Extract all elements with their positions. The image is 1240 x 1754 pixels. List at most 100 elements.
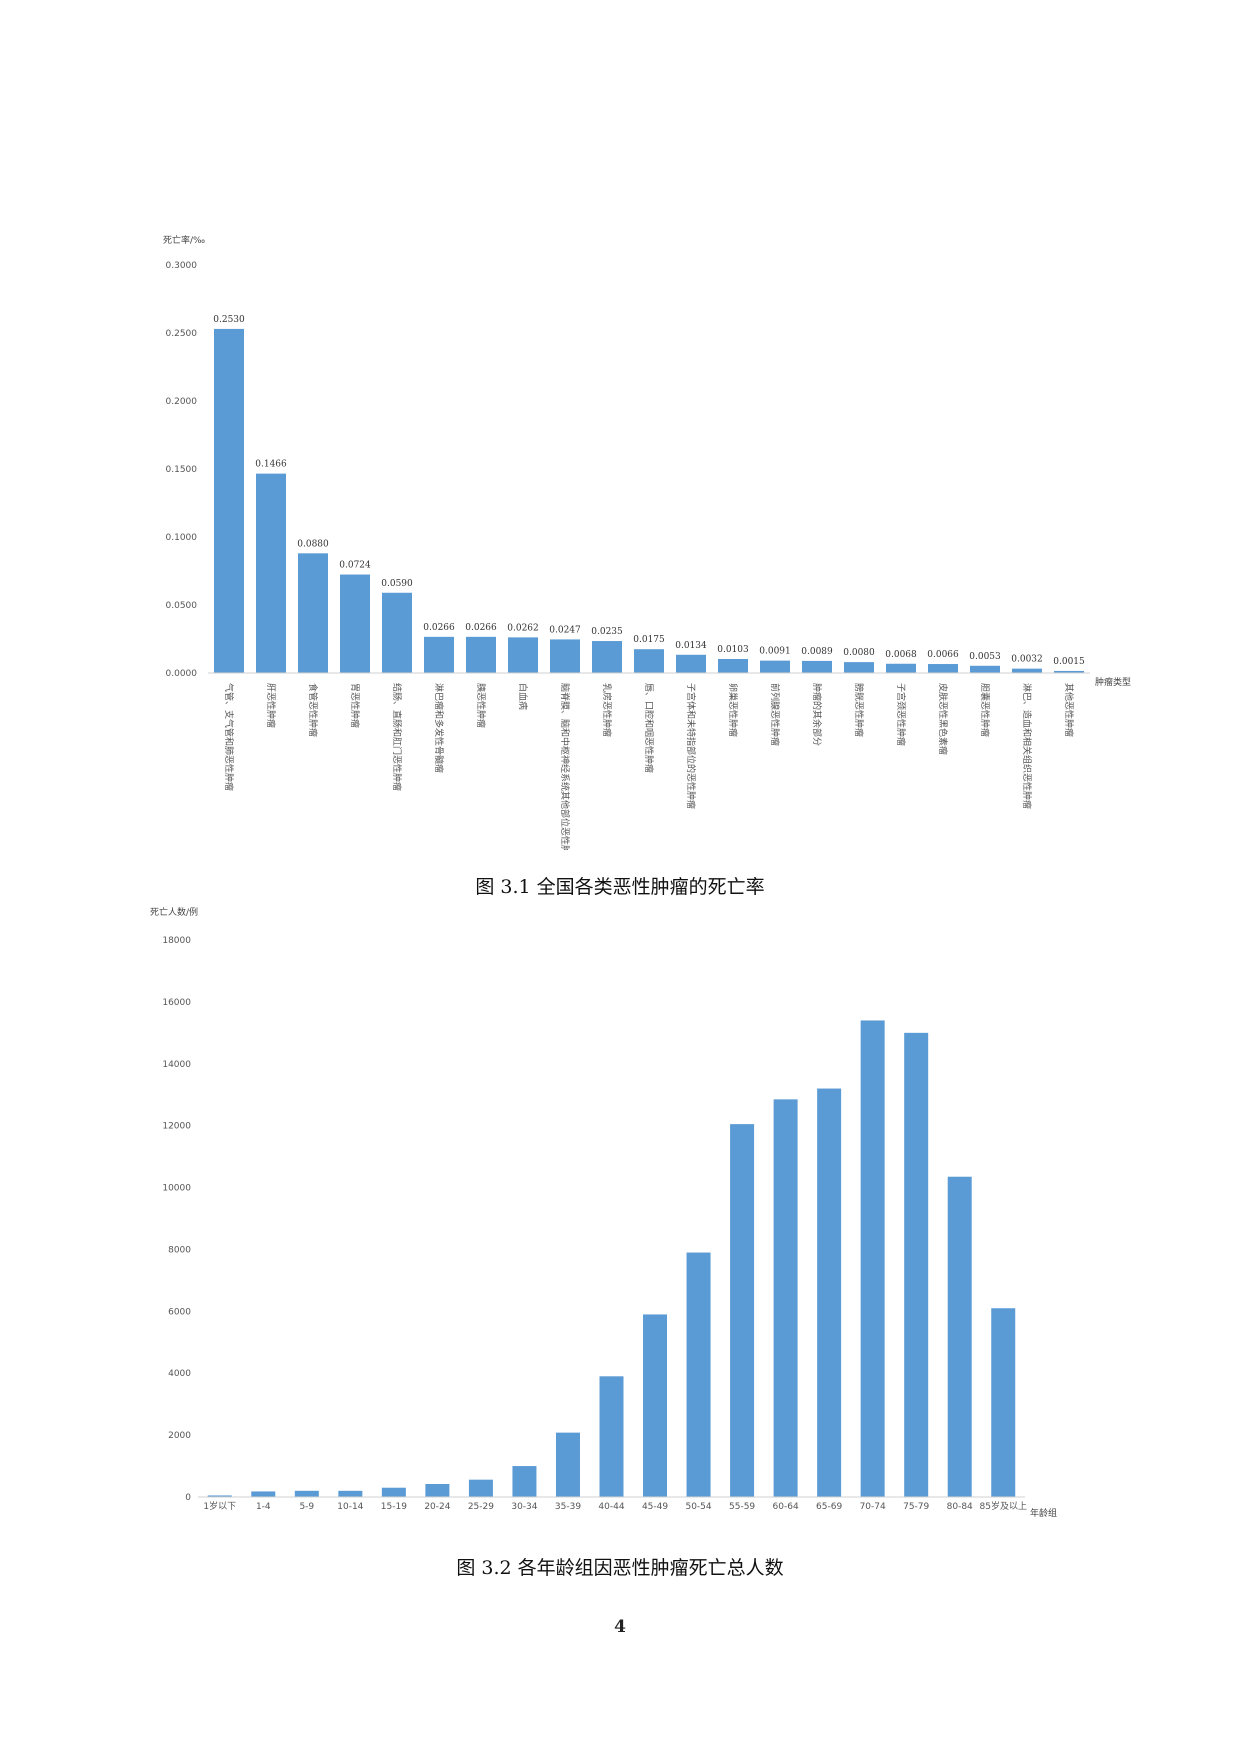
chart2-bar [904,1032,929,1497]
chart1-x-tick-label: 其他恶性肿瘤 [1063,683,1075,737]
chart2-x-tick-label: 20-24 [424,1502,450,1512]
chart2-x-tick-label: 25-29 [468,1502,494,1512]
chart1-x-tick-label: 膀胱恶性肿瘤 [853,683,865,737]
chart1-data-label: 0.0134 [675,641,707,651]
chart1-bar [634,649,664,673]
chart1-data-label: 0.0091 [759,647,791,657]
chart2-y-tick-label: 10000 [162,1184,191,1194]
chart1-x-tick-label: 淋巴瘤和多发性骨髓瘤 [433,683,445,773]
chart2-x-tick-label: 55-59 [729,1502,755,1512]
chart2-y-tick-label: 8000 [168,1245,191,1255]
chart1-y-tick-label: 0.0000 [166,669,198,679]
chart1-data-label: 0.0089 [801,647,833,657]
chart1-data-label: 0.0032 [1011,655,1043,665]
chart1-bar [802,660,832,673]
chart1-x-tick-label: 胰恶性肿瘤 [475,683,487,728]
chart2-bar [947,1176,972,1497]
chart2-y-tick-label: 0 [185,1493,191,1503]
chart1-data-label: 0.0235 [591,627,623,637]
chart1-data-label: 0.0175 [633,635,665,645]
chart2-x-tick-label: 70-74 [860,1502,886,1512]
chart1-data-label: 0.0080 [843,648,875,658]
chart1-y-tick-label: 0.3000 [166,261,198,271]
chart1-y-tick-label: 0.1500 [166,465,198,475]
chart2-bar [686,1252,711,1497]
chart2-y-tick-label: 12000 [162,1122,191,1132]
chart2-y-tick-label: 16000 [162,998,191,1008]
chart2-x-tick-label: 65-69 [816,1502,842,1512]
chart1-x-tick-label: 乳房恶性肿瘤 [601,683,613,737]
chart1-data-label: 0.0266 [465,623,497,633]
chart2-x-tick-label: 35-39 [555,1502,581,1512]
chart2-y-tick-label: 4000 [168,1369,191,1379]
chart2-y-tick-label: 14000 [162,1060,191,1070]
chart2-y-ticks: 0 2000 4000 6000 8000 10000 12000 14000 16000 180… [162,936,191,1503]
chart2-x-tick-label: 40-44 [598,1502,624,1512]
chart1-bar [256,473,286,673]
chart1-x-tick-label: 唇、口腔和咽恶性肿瘤 [643,683,655,773]
chart1-x-tick-label: 胃恶性肿瘤 [349,683,361,728]
chart2-x-ticks: 1岁以下 1-4 5-9 10-14 15-19 20-24 25-29 30-34 35-39… [203,1500,1027,1512]
chart1-x-tick-label: 肝恶性肿瘤 [265,683,277,728]
chart1-data-label: 0.1466 [255,460,287,470]
chart2-bar [251,1491,276,1497]
chart2-bar [599,1376,624,1497]
chart1-x-tick-label: 子宫体和未特指部位的恶性肿瘤 [685,683,697,809]
chart1-data-label: 0.0015 [1053,657,1085,667]
chart2-bar [338,1490,363,1497]
chart1-data-labels: 0.2530 0.1466 0.0880 0.0724 0.0590 0.0266 0.02… [213,315,1085,667]
chart1-y-axis-title: 死亡率/‰ [163,234,205,246]
age-group-deaths-chart: 死亡人数/例 年龄组 0 2000 4000 6000 8000 10000 12000 14… [150,906,1057,1519]
chart1-y-ticks: 0.0000 0.0500 0.1000 0.1500 0.2000 0.2500 0.30… [166,261,198,679]
chart2-x-tick-label: 5-9 [299,1502,314,1512]
chart1-data-label: 0.0724 [339,561,371,571]
chart1-data-label: 0.0266 [423,623,455,633]
chart1-bar [592,641,622,673]
chart2-bar [773,1099,798,1497]
chart2-bar [991,1308,1016,1497]
chart1-data-label: 0.0066 [927,650,959,660]
chart1-data-label: 0.0103 [717,645,749,655]
chart1-bar [718,658,748,673]
chart1-data-label: 0.0247 [549,625,581,635]
chart1-bar [298,553,328,673]
chart2-x-tick-label: 30-34 [511,1502,537,1512]
chart2-bar [643,1314,668,1497]
chart1-x-tick-label: 子宫颈恶性肿瘤 [895,683,907,746]
chart2-bar [860,1020,885,1497]
chart1-x-tick-label: 卵巢恶性肿瘤 [727,683,739,737]
chart1-data-label: 0.0262 [507,623,539,633]
chart2-y-tick-label: 6000 [168,1307,191,1317]
chart1-bar [340,574,370,673]
chart2-x-tick-label: 10-14 [337,1502,363,1512]
cancer-mortality-rate-chart: 死亡率/‰ 肿瘤类型 0.0000 0.0500 0.1000 0.1500 0.200… [163,234,1131,850]
chart2-x-tick-label: 80-84 [947,1502,973,1512]
chart1-bars [208,328,1090,674]
chart2-bar [425,1484,450,1497]
chart2-x-tick-label: 50-54 [685,1502,711,1512]
chart1-bar [760,660,790,673]
chart2-y-axis-title: 死亡人数/例 [150,906,198,918]
chart1-x-axis-title: 肿瘤类型 [1095,676,1131,688]
chart1-bar [214,328,244,673]
chart1-x-tick-label: 结肠、直肠和肛门恶性肿瘤 [391,683,403,791]
chart2-x-tick-label: 75-79 [903,1502,929,1512]
chart1-y-tick-label: 0.0500 [166,601,198,611]
chart1-y-tick-label: 0.1000 [166,533,198,543]
chart2-y-tick-label: 2000 [168,1431,191,1441]
chart1-bar [382,592,412,673]
chart1-x-tick-label: 脑脊膜、脑和中枢神经系统其他部位恶性肿瘤 [559,683,571,850]
chart2-bar [555,1432,580,1497]
chart1-bar [508,637,538,673]
chart1-bar [1012,668,1042,673]
chart1-data-label: 0.0068 [885,650,917,660]
chart1-x-tick-label: 胆囊恶性肿瘤 [979,683,991,737]
chart2-bar [294,1490,319,1497]
chart2-x-tick-label: 1-4 [256,1502,271,1512]
chart1-x-tick-label: 气管、支气管和肺恶性肿瘤 [223,683,235,791]
chart1-x-tick-label: 肿瘤的其余部分 [811,683,823,746]
chart1-caption: 图 3.1 全国各类恶性肿瘤的死亡率 [475,876,765,898]
chart1-x-tick-label: 白血病 [517,683,529,710]
chart2-x-tick-label: 45-49 [642,1502,668,1512]
chart1-bar [844,662,874,673]
